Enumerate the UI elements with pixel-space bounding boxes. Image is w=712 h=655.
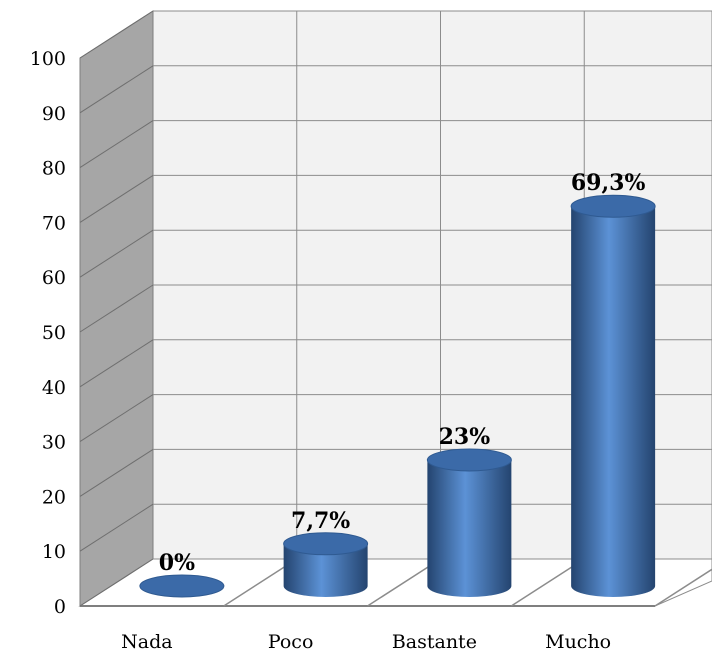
x-tick-label: Bastante <box>392 631 477 653</box>
data-label: 69,3% <box>571 170 646 196</box>
bar-body <box>283 543 368 597</box>
bar <box>426 448 512 597</box>
x-tick-label: Nada <box>121 631 172 653</box>
y-tick-label: 80 <box>42 158 66 180</box>
x-tick-label: Mucho <box>545 631 611 653</box>
gridline-side <box>79 120 154 169</box>
data-label: 7,7% <box>291 508 350 534</box>
bar-top <box>139 574 225 598</box>
y-tick-label: 70 <box>42 212 66 234</box>
y-tick-label: 10 <box>42 541 66 563</box>
data-labels: 0% 7,7% 23% 69,3% <box>159 170 646 576</box>
bar-top <box>426 448 512 472</box>
data-label: 23% <box>439 424 491 450</box>
y-tick-label: 50 <box>42 322 66 344</box>
data-label: 0% <box>159 550 195 576</box>
x-axis: Nada Poco Bastante Mucho <box>121 631 611 653</box>
y-axis: 0 10 20 30 40 50 60 70 80 90 100 <box>30 48 66 618</box>
gridline-side <box>79 448 154 497</box>
gridline-side <box>79 558 154 607</box>
bars <box>139 194 656 598</box>
bar-top <box>283 532 369 556</box>
gridline-side <box>79 174 154 223</box>
gridline-side <box>79 339 154 388</box>
gridline-side <box>79 65 154 114</box>
bar <box>570 194 656 597</box>
y-tick-label: 60 <box>42 267 66 289</box>
y-tick-label: 0 <box>54 596 66 618</box>
y-tick-label: 20 <box>42 486 66 508</box>
bar-body <box>427 459 512 597</box>
bar <box>139 574 225 598</box>
gridline-side <box>79 229 154 278</box>
x-tick-label: Poco <box>268 631 314 653</box>
floor-divider <box>654 568 712 607</box>
gridline-side <box>79 503 154 552</box>
gridline-side <box>79 284 154 333</box>
gridline-side <box>79 10 154 59</box>
bar-top <box>570 194 656 218</box>
y-tick-label: 100 <box>30 48 66 70</box>
y-tick-label: 30 <box>42 432 66 454</box>
y-tick-label: 40 <box>42 377 66 399</box>
gridline-side <box>79 394 154 443</box>
bar <box>283 532 369 597</box>
y-tick-label: 90 <box>42 103 66 125</box>
bar-body <box>571 206 656 597</box>
